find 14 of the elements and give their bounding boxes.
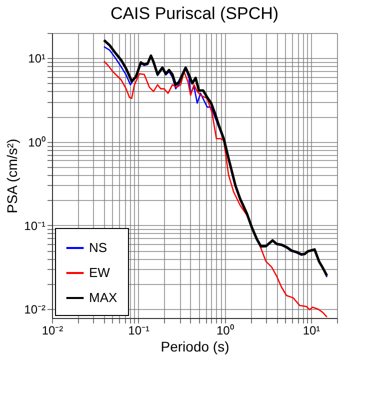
y-tick-label: 10⁰ [28, 135, 46, 150]
legend-label: EW [89, 265, 111, 280]
legend-label: NS [89, 240, 108, 255]
y-tick-label: 10¹ [28, 52, 46, 66]
x-tick-label: 10¹ [302, 324, 320, 338]
x-tick-label: 10⁻² [42, 324, 64, 338]
chart-title: CAIS Puriscal (SPCH) [110, 4, 279, 23]
y-tick-label: 10⁻² [24, 302, 46, 316]
x-tick-label: 10⁰ [216, 324, 234, 338]
y-tick-label: 10⁻¹ [24, 218, 46, 233]
x-axis-title: Periodo (s) [160, 338, 230, 354]
x-tick-label: 10⁻¹ [128, 324, 150, 338]
y-axis-title: PSA (cm/s²) [4, 138, 20, 214]
legend-label: MAX [89, 290, 118, 305]
